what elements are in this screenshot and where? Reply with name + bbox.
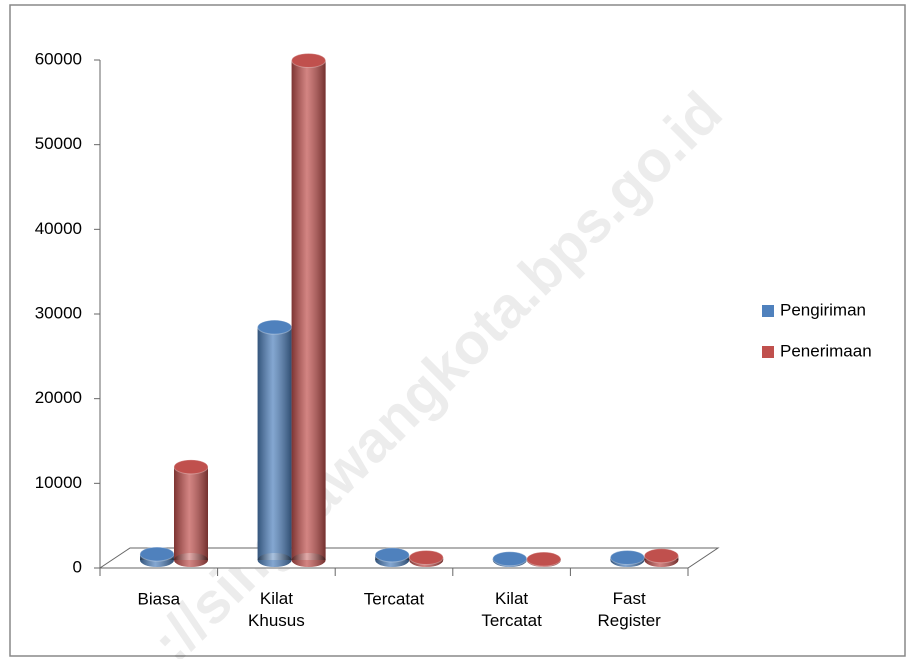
legend-label: Penerimaan	[780, 341, 872, 360]
cylinder-top	[139, 546, 175, 562]
cylinder-top	[492, 551, 528, 567]
cylinder-shade	[174, 466, 208, 560]
y-tick-label: 0	[73, 557, 82, 576]
cylinder-shade	[257, 327, 292, 560]
y-tick-label: 10000	[35, 473, 82, 492]
cylinder	[526, 551, 562, 567]
cylinder	[374, 547, 410, 567]
cylinder-top	[408, 549, 444, 565]
cylinder	[291, 52, 327, 567]
cylinder	[257, 319, 293, 567]
y-tick-label: 50000	[35, 134, 82, 153]
x-tick-label: Fast Register	[598, 589, 662, 630]
cylinder-top	[173, 459, 209, 475]
cylinder-top	[374, 547, 410, 563]
cylinder-top	[643, 548, 679, 564]
x-tick-label: Kilat Tercatat	[481, 589, 542, 630]
cylinder	[609, 549, 645, 567]
legend-label: Pengiriman	[780, 300, 866, 319]
cylinder	[139, 546, 175, 567]
cylinder-top	[257, 319, 293, 335]
cylinder	[408, 549, 444, 567]
cylinder	[492, 551, 528, 567]
cylinder-top	[609, 549, 645, 565]
y-tick-label: 60000	[35, 49, 82, 68]
cylinder	[173, 459, 209, 567]
cylinder-shade	[291, 60, 326, 560]
cylinder-top	[291, 52, 327, 68]
x-tick-label: Biasa	[138, 589, 181, 608]
y-tick-label: 40000	[35, 219, 82, 238]
cylinder	[643, 548, 679, 567]
legend-swatch	[762, 346, 774, 358]
y-tick-label: 20000	[35, 388, 82, 407]
x-tick-label: Tercatat	[364, 589, 425, 608]
x-tick-label: Kilat Khusus	[248, 589, 305, 630]
y-tick-label: 30000	[35, 303, 82, 322]
cylinder-top	[526, 551, 562, 567]
legend-swatch	[762, 305, 774, 317]
